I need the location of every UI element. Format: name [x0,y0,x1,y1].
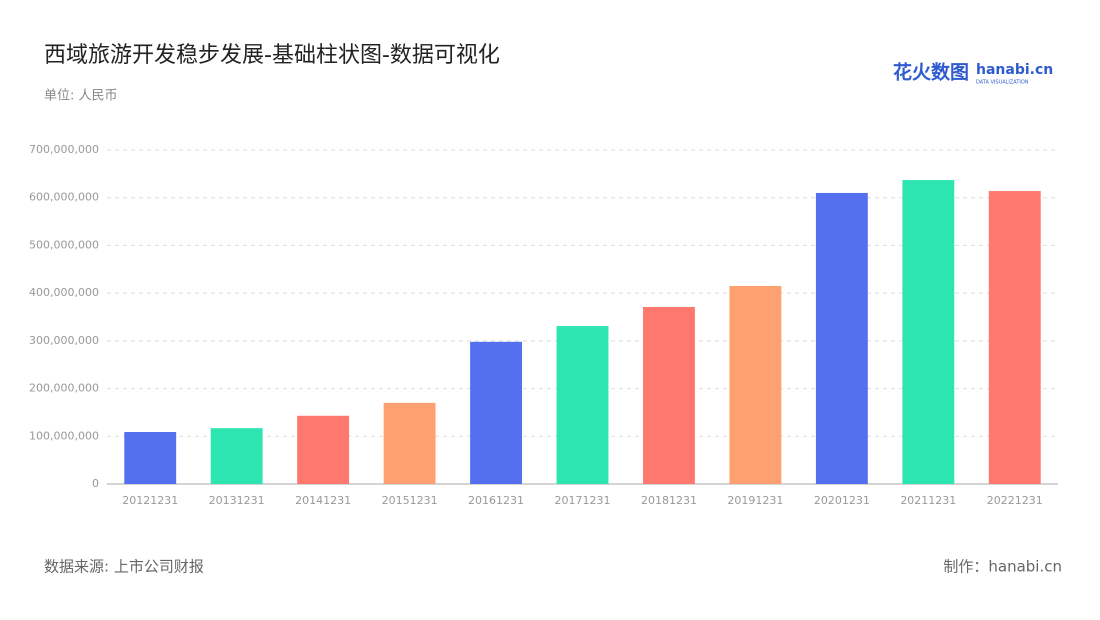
x-tick-label: 20131231 [209,494,265,507]
y-tick-label: 600,000,000 [29,191,99,204]
x-tick-label: 20221231 [987,494,1043,507]
bar [210,428,263,484]
y-tick-label: 0 [92,477,99,490]
chart-subtitle: 单位: 人民币 [44,89,118,104]
y-tick-label: 400,000,000 [29,286,99,299]
x-tick-label: 20151231 [382,494,438,507]
x-tick-label: 20191231 [727,494,783,507]
bar [902,180,955,484]
x-tick-label: 20211231 [900,494,956,507]
y-tick-label: 200,000,000 [29,382,99,395]
y-tick-label: 100,000,000 [29,429,99,442]
x-tick-label: 20181231 [641,494,697,507]
y-tick-label: 500,000,000 [29,238,99,251]
chart-title: 西域旅游开发稳步发展-基础柱状图-数据可视化 [44,43,500,68]
bar [815,192,868,484]
x-tick-label: 20121231 [122,494,178,507]
logo-site: hanabi.cn [976,62,1053,78]
y-tick-label: 300,000,000 [29,334,99,347]
x-tick-label: 20171231 [555,494,611,507]
logo-tagline: DATA VISUALIZATION [976,80,1029,86]
bar [297,415,350,484]
x-tick-label: 20201231 [814,494,870,507]
x-tick-label: 20141231 [295,494,351,507]
bar [556,326,609,484]
bar [643,306,695,484]
bar [988,191,1041,484]
credit: 制作：hanabi.cn [943,558,1062,576]
source: 数据来源: 上市公司财报 [44,558,204,576]
x-tick-label: 20161231 [468,494,524,507]
y-tick-label: 700,000,000 [29,143,99,156]
bar [383,402,436,484]
bar [470,341,522,484]
bar [729,285,782,484]
bar [124,431,177,484]
logo-name: 花火数图 [893,61,969,84]
